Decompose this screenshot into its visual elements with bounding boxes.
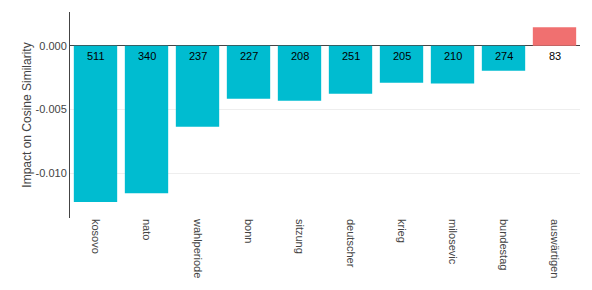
- svg-text:kosovo: kosovo: [90, 219, 102, 254]
- svg-text:237: 237: [189, 50, 207, 62]
- svg-text:227: 227: [240, 50, 258, 62]
- svg-text:deutscher: deutscher: [345, 219, 357, 268]
- svg-text:krieg: krieg: [396, 219, 408, 243]
- svg-text:wahlperiode: wahlperiode: [192, 218, 204, 278]
- svg-text:-0.010: -0.010: [36, 167, 67, 179]
- svg-text:205: 205: [393, 50, 411, 62]
- svg-text:sitzung: sitzung: [294, 219, 306, 254]
- svg-text:-0.005: -0.005: [36, 103, 67, 115]
- svg-text:274: 274: [495, 50, 513, 62]
- svg-text:bonn: bonn: [243, 219, 255, 243]
- svg-text:251: 251: [342, 50, 360, 62]
- svg-text:340: 340: [138, 50, 156, 62]
- svg-text:511: 511: [87, 50, 105, 62]
- svg-text:83: 83: [549, 50, 561, 62]
- svg-text:auswärtigen: auswärtigen: [549, 219, 561, 278]
- svg-text:208: 208: [291, 50, 309, 62]
- svg-text:nato: nato: [141, 219, 153, 240]
- svg-text:milosevic: milosevic: [447, 219, 459, 265]
- svg-text:bundestag: bundestag: [498, 219, 510, 270]
- svg-text:Impact on Cosine Similarity: Impact on Cosine Similarity: [20, 42, 34, 187]
- svg-text:210: 210: [444, 50, 462, 62]
- svg-text:0.000: 0.000: [39, 40, 67, 52]
